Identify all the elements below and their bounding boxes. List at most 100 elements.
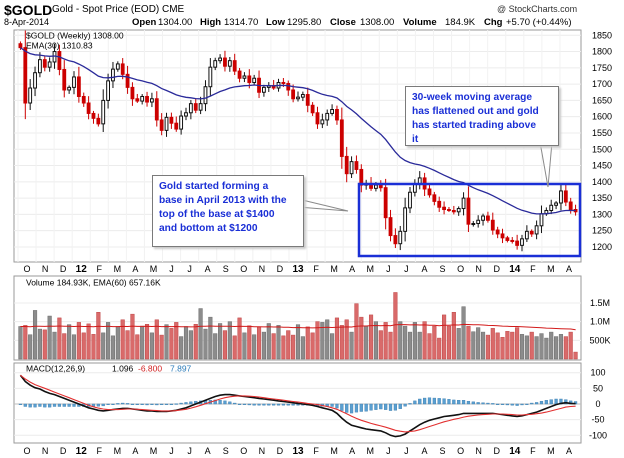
- volume-bar: [42, 329, 47, 360]
- candle-body: [81, 95, 86, 104]
- month-label-bottom: F: [313, 446, 319, 456]
- candle-body: [296, 96, 300, 100]
- volume-bar: [218, 323, 223, 360]
- volume-bar: [135, 334, 140, 360]
- month-label: M: [150, 264, 158, 274]
- macd-histogram-bar: [554, 398, 558, 405]
- exchange: CME: [162, 4, 185, 15]
- month-label-bottom: N: [42, 446, 49, 456]
- candle-body: [344, 155, 349, 175]
- candle-body: [510, 239, 515, 242]
- volume-bar: [227, 321, 232, 360]
- candle-body: [486, 215, 490, 221]
- volume-bar: [28, 334, 33, 360]
- candle-body: [237, 70, 242, 79]
- month-label-bottom: M: [150, 446, 158, 456]
- price-tick-label: 1500: [592, 144, 612, 154]
- volume-bar: [534, 336, 539, 360]
- macd-histogram-bar: [384, 403, 388, 410]
- candle-body: [529, 230, 534, 235]
- volume-bar: [490, 328, 495, 360]
- macd-histogram-bar: [242, 403, 247, 406]
- volume-bar: [247, 325, 252, 360]
- volume-bar: [554, 336, 559, 360]
- macd-histogram-bar: [422, 397, 427, 405]
- volume-bar: [96, 312, 101, 360]
- macd-histogram-bar: [564, 399, 568, 405]
- price-tick-label: 1850: [592, 30, 612, 40]
- volume-bar: [252, 334, 257, 360]
- month-label-bottom: A: [421, 446, 427, 456]
- candle-body: [42, 59, 47, 68]
- macd-histogram-bar: [457, 400, 461, 405]
- candle-body: [524, 230, 529, 240]
- month-label: M: [367, 264, 375, 274]
- volume-bar: [461, 306, 466, 360]
- macd-histogram-bar: [500, 403, 505, 406]
- macd-histogram-bar: [67, 403, 71, 407]
- volume-bar: [359, 316, 364, 360]
- volume-bar: [261, 331, 266, 360]
- macd-histogram-bar: [160, 403, 164, 406]
- candle-body: [393, 235, 398, 245]
- price-tick-label: 1450: [592, 161, 612, 171]
- month-label-bottom: M: [367, 446, 375, 456]
- candle-body: [101, 99, 106, 125]
- macd-histogram-bar: [291, 403, 295, 406]
- macd-histogram-bar: [252, 403, 256, 406]
- candle-body: [515, 240, 520, 246]
- macd-histogram-bar: [374, 403, 378, 410]
- candle-body: [481, 215, 485, 221]
- macd-histogram-bar: [388, 403, 393, 411]
- description: Gold - Spot Price (EOD): [52, 4, 160, 15]
- macd-histogram-bar: [354, 403, 359, 413]
- volume-bar: [271, 333, 276, 360]
- macd-histogram-bar: [179, 402, 183, 405]
- candle-body: [539, 213, 544, 227]
- volume-bar: [373, 321, 378, 360]
- volume-bar: [471, 331, 476, 360]
- macd-histogram-bar: [150, 403, 154, 406]
- month-label: J: [386, 264, 391, 274]
- macd-histogram-bar: [510, 403, 514, 406]
- candle-body: [442, 206, 446, 211]
- month-label-bottom: S: [440, 446, 446, 456]
- candle-body: [339, 119, 344, 157]
- macd-histogram-bar: [486, 402, 490, 405]
- candle-body: [432, 194, 437, 202]
- macd-histogram-bar: [72, 403, 76, 407]
- candle-body: [451, 209, 456, 213]
- month-label-bottom: D: [60, 446, 67, 456]
- volume-bar: [510, 331, 515, 360]
- volume-bar: [169, 328, 174, 360]
- volume-bar: [315, 321, 320, 360]
- candle-body: [227, 60, 232, 67]
- volume-bar: [476, 327, 481, 360]
- month-label-bottom: 13: [292, 446, 304, 457]
- volume-bar: [334, 317, 340, 360]
- macd-histogram-bar: [52, 403, 57, 407]
- macd-histogram-bar: [111, 403, 115, 406]
- base-note: Gold started forming a base in April 201…: [152, 175, 304, 247]
- macd-histogram-bar: [96, 403, 100, 407]
- candle-body: [300, 94, 305, 98]
- macd-histogram-bar: [369, 403, 373, 411]
- macd-histogram-bar: [267, 403, 271, 406]
- macd-histogram-bar: [135, 403, 139, 406]
- candle-body: [291, 89, 296, 100]
- macd-histogram-bar: [169, 403, 174, 406]
- candle-body: [247, 75, 252, 83]
- macd-histogram-bar: [189, 401, 193, 405]
- price-tick-label: 1800: [592, 47, 612, 57]
- volume-bar: [407, 331, 413, 360]
- macd-histogram-bar: [539, 400, 544, 405]
- candle-body: [563, 190, 568, 203]
- ema-legend: EMA(30) 1310.83: [26, 40, 93, 50]
- volume-bar: [188, 330, 193, 360]
- candle-body: [47, 61, 52, 68]
- macd-histogram-bar: [272, 403, 276, 406]
- candle-body: [179, 115, 184, 130]
- ema-30-line: [20, 47, 576, 215]
- volume-bar: [320, 322, 325, 360]
